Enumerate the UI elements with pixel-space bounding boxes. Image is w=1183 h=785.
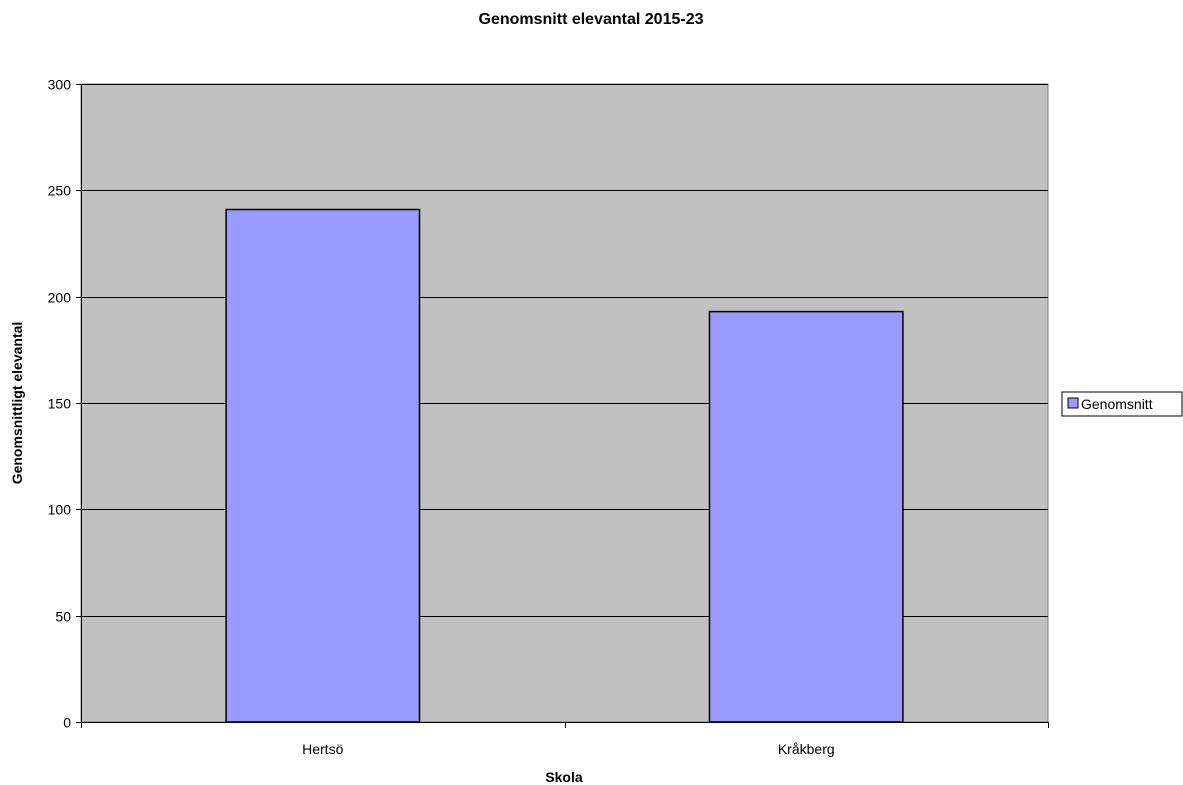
y-tick-label: 50 xyxy=(55,609,71,625)
x-axis-title: Skola xyxy=(545,769,583,785)
bar xyxy=(225,208,421,723)
legend: Genomsnitt xyxy=(1061,391,1183,417)
legend-swatch xyxy=(1067,397,1079,409)
y-tick-label: 100 xyxy=(48,502,72,518)
y-tick-label: 150 xyxy=(48,396,72,412)
y-tick-label: 300 xyxy=(48,77,72,93)
axes xyxy=(76,84,1049,728)
legend-box xyxy=(1061,391,1183,417)
y-tick-label: 250 xyxy=(48,183,72,199)
y-tick-label: 0 xyxy=(63,715,71,731)
bars xyxy=(225,208,904,723)
chart-title: Genomsnitt elevantal 2015-23 xyxy=(479,11,704,28)
y-tick-labels: 0 50 100 150 200 250 300 xyxy=(48,77,72,731)
y-tick-label: 200 xyxy=(48,290,72,306)
x-tick-label: Kråkberg xyxy=(778,741,835,757)
x-tick-label: Hertsö xyxy=(302,741,343,757)
x-tick-labels: Hertsö Kråkberg xyxy=(302,741,835,757)
bar xyxy=(708,310,904,723)
legend-label-genomsnitt: Genomsnitt xyxy=(1081,396,1153,412)
y-axis-title: Genomsnittligt elevantal xyxy=(9,322,25,485)
